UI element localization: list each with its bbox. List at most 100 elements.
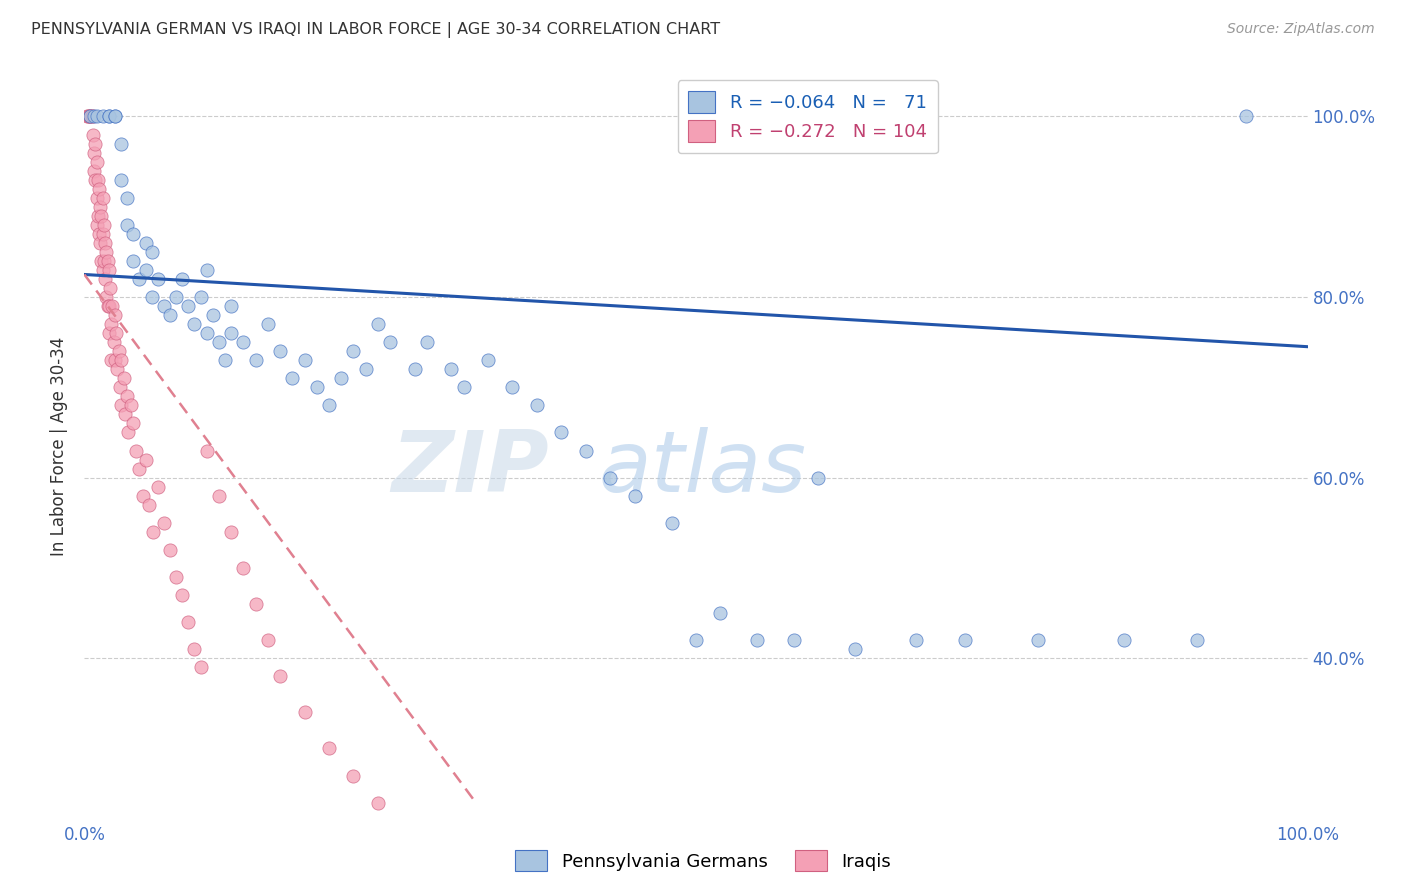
Point bbox=[141, 244, 163, 259]
Point bbox=[380, 335, 402, 350]
Point bbox=[1028, 633, 1050, 648]
Point bbox=[219, 524, 242, 539]
Point bbox=[190, 290, 212, 304]
Point bbox=[245, 597, 267, 611]
Point bbox=[575, 443, 598, 458]
Point bbox=[115, 389, 138, 403]
Point bbox=[110, 398, 132, 412]
Point bbox=[128, 272, 150, 286]
Point bbox=[104, 353, 127, 368]
Point bbox=[122, 254, 145, 268]
Point bbox=[87, 209, 110, 223]
Point bbox=[79, 110, 101, 124]
Point bbox=[86, 218, 108, 232]
Point bbox=[159, 542, 181, 557]
Point bbox=[94, 272, 117, 286]
Point bbox=[122, 227, 145, 241]
Legend: Pennsylvania Germans, Iraqis: Pennsylvania Germans, Iraqis bbox=[508, 843, 898, 879]
Point bbox=[232, 335, 254, 350]
Point bbox=[135, 452, 157, 467]
Point bbox=[257, 633, 280, 648]
Point bbox=[624, 489, 647, 503]
Point bbox=[84, 136, 107, 151]
Point bbox=[183, 642, 205, 657]
Point bbox=[526, 398, 548, 412]
Text: Source: ZipAtlas.com: Source: ZipAtlas.com bbox=[1227, 22, 1375, 37]
Point bbox=[83, 145, 105, 160]
Point bbox=[453, 380, 475, 394]
Point bbox=[105, 362, 128, 376]
Point bbox=[86, 110, 108, 124]
Point bbox=[1236, 110, 1258, 124]
Point bbox=[82, 110, 104, 124]
Point bbox=[87, 182, 110, 196]
Point bbox=[138, 498, 160, 512]
Point bbox=[101, 299, 124, 313]
Point bbox=[195, 263, 218, 277]
Point bbox=[122, 417, 145, 431]
Point bbox=[94, 235, 117, 250]
Point bbox=[80, 110, 103, 124]
Point bbox=[141, 290, 163, 304]
Point bbox=[79, 110, 101, 124]
Point bbox=[281, 371, 304, 385]
Point bbox=[440, 362, 463, 376]
Point bbox=[318, 398, 340, 412]
Text: atlas: atlas bbox=[598, 427, 806, 510]
Point bbox=[125, 443, 148, 458]
Text: ZIP: ZIP bbox=[391, 427, 550, 510]
Point bbox=[232, 561, 254, 575]
Point bbox=[108, 380, 131, 394]
Point bbox=[747, 633, 769, 648]
Point bbox=[477, 353, 499, 368]
Point bbox=[135, 263, 157, 277]
Point bbox=[269, 344, 291, 359]
Point bbox=[146, 272, 169, 286]
Point bbox=[599, 470, 621, 484]
Point bbox=[97, 299, 120, 313]
Point bbox=[86, 154, 108, 169]
Point bbox=[342, 344, 364, 359]
Point bbox=[190, 660, 212, 674]
Point bbox=[89, 200, 111, 214]
Point bbox=[464, 877, 486, 891]
Point bbox=[77, 110, 100, 124]
Point bbox=[83, 163, 105, 178]
Point bbox=[294, 706, 316, 720]
Point bbox=[91, 110, 114, 124]
Point bbox=[208, 489, 231, 503]
Point bbox=[90, 209, 112, 223]
Point bbox=[330, 371, 353, 385]
Point bbox=[195, 326, 218, 340]
Point bbox=[367, 796, 389, 810]
Point bbox=[905, 633, 928, 648]
Point bbox=[90, 254, 112, 268]
Point bbox=[416, 335, 439, 350]
Point bbox=[91, 227, 114, 241]
Point bbox=[104, 110, 127, 124]
Point bbox=[96, 290, 118, 304]
Point bbox=[135, 235, 157, 250]
Point bbox=[342, 768, 364, 782]
Point bbox=[416, 840, 439, 855]
Point bbox=[84, 172, 107, 186]
Point bbox=[257, 317, 280, 331]
Point bbox=[86, 191, 108, 205]
Point bbox=[76, 110, 98, 124]
Point bbox=[105, 326, 128, 340]
Text: PENNSYLVANIA GERMAN VS IRAQI IN LABOR FORCE | AGE 30-34 CORRELATION CHART: PENNSYLVANIA GERMAN VS IRAQI IN LABOR FO… bbox=[31, 22, 720, 38]
Point bbox=[502, 380, 524, 394]
Point bbox=[112, 371, 135, 385]
Point bbox=[1114, 633, 1136, 648]
Point bbox=[1187, 633, 1209, 648]
Point bbox=[115, 191, 138, 205]
Point bbox=[110, 172, 132, 186]
Point bbox=[110, 353, 132, 368]
Point bbox=[165, 290, 187, 304]
Point bbox=[97, 326, 120, 340]
Point bbox=[89, 235, 111, 250]
Point bbox=[128, 461, 150, 475]
Point bbox=[97, 263, 120, 277]
Point bbox=[100, 317, 122, 331]
Point bbox=[159, 308, 181, 322]
